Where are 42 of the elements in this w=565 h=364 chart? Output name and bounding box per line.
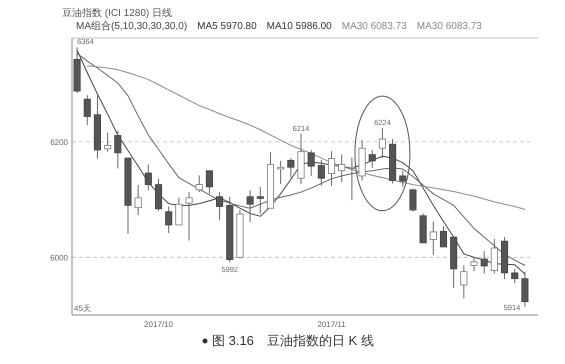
candlestick (144, 164, 152, 191)
y-tick-label: 6000 (50, 253, 69, 262)
candlestick (104, 132, 112, 152)
x-tick-label: 2017/11 (317, 320, 346, 329)
text: MA30 6083.73 (342, 21, 408, 32)
candlestick (114, 130, 122, 169)
annotation: 45天 (74, 304, 91, 313)
candlestick (206, 170, 213, 194)
candlestick (348, 156, 356, 201)
candlestick (185, 192, 193, 242)
candlestick (328, 150, 336, 186)
chart-subtitle: 豆油指数 (ICI 1280) 日线 (62, 7, 172, 19)
candlestick (318, 159, 325, 186)
candlestick (338, 154, 346, 183)
text: MA10 5986.00 (266, 21, 332, 32)
candlestick (470, 256, 478, 272)
candlestick (430, 221, 437, 256)
candlestick (196, 174, 203, 193)
candlestick (175, 197, 182, 226)
candlestick (409, 188, 417, 212)
text: 图 3.16 豆油指数的日 K 线 (212, 333, 374, 348)
candlestick (134, 184, 142, 216)
candlestick (399, 170, 406, 188)
candlestick (440, 226, 448, 248)
candlestick (246, 190, 254, 223)
candlestick (256, 186, 264, 214)
candlestick (84, 94, 91, 126)
candlestick (460, 264, 468, 299)
candlestick (216, 192, 224, 220)
candlestick (511, 268, 518, 284)
candlestick (277, 160, 284, 184)
y-tick-label: 6200 (50, 138, 69, 147)
candlestick (165, 206, 172, 234)
candlestick (308, 149, 315, 176)
line-series (86, 65, 526, 210)
text: MA组合(5,10,30,30,30,0) (76, 20, 188, 32)
text: MA30 6083.73 (416, 21, 482, 32)
candlestick (287, 158, 294, 178)
candlestick (378, 128, 386, 159)
candlestick (368, 149, 376, 168)
text: MA5 5970.80 (197, 21, 258, 32)
x-tick-label: 2017/10 (144, 320, 174, 329)
